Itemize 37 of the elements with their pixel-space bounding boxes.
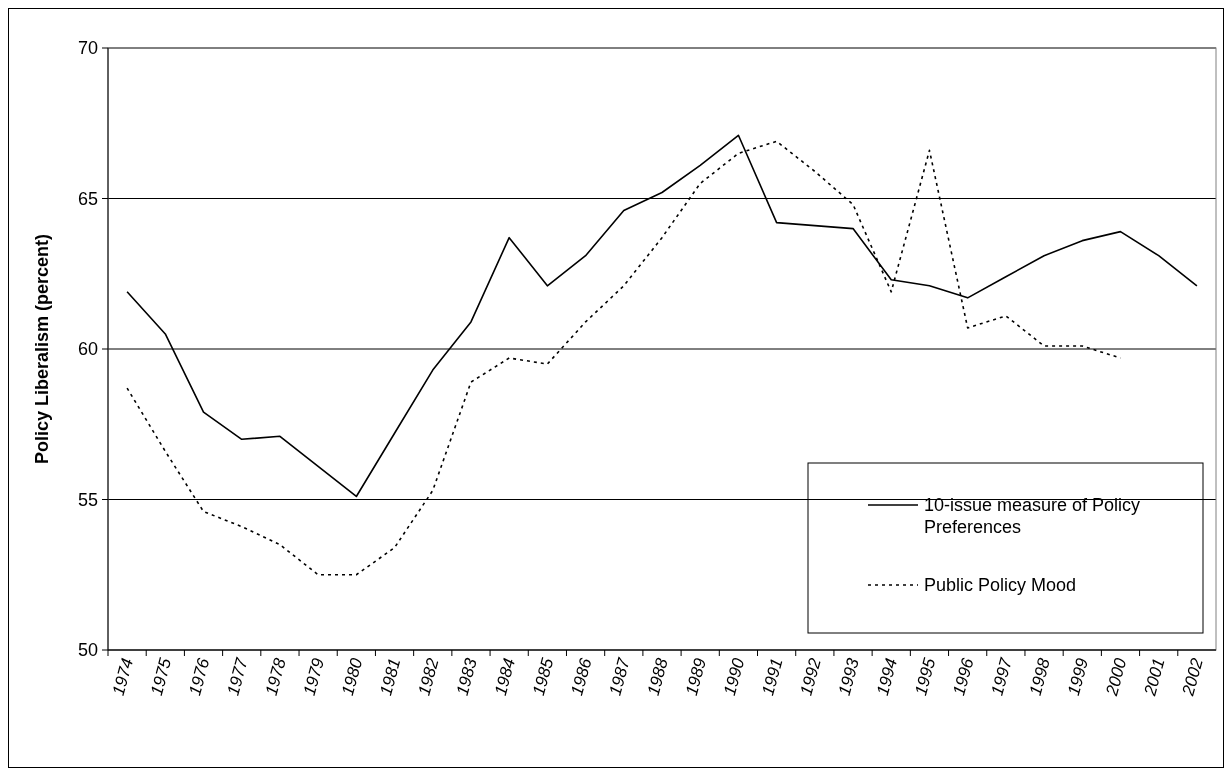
x-tick-label: 1980 [338, 655, 367, 698]
x-tick-label: 1989 [681, 655, 711, 698]
y-tick-label: 50 [77, 640, 98, 661]
x-tick-label: 1994 [872, 656, 902, 698]
x-tick-label: 1985 [529, 655, 558, 698]
x-tick-label: 1997 [987, 655, 1016, 698]
x-tick-label: 1999 [1064, 655, 1093, 698]
x-tick-label: 1987 [605, 655, 634, 698]
x-tick-label: 1986 [567, 655, 596, 698]
x-tick-label: 1998 [1025, 655, 1055, 698]
x-tick-label: 1979 [299, 655, 329, 698]
x-tick-label: 1982 [414, 655, 443, 698]
x-tick-label: 1976 [185, 655, 214, 698]
y-tick-label: 70 [77, 38, 98, 59]
x-tick-label: 1995 [911, 655, 940, 698]
x-tick-label: 1984 [490, 656, 520, 698]
x-tick-label: 1988 [643, 655, 672, 698]
x-tick-label: 1993 [834, 655, 864, 698]
y-tick-label: 65 [77, 188, 98, 209]
x-tick-label: 2000 [1101, 655, 1131, 699]
x-tick-label: 1981 [376, 656, 405, 698]
legend-label: Public Policy Mood [924, 575, 1077, 596]
x-tick-label: 1992 [796, 655, 825, 698]
y-tick-label: 55 [77, 489, 98, 510]
x-tick-label: 1983 [452, 655, 481, 698]
x-tick-label: 1996 [949, 655, 978, 698]
x-tick-label: 1991 [758, 656, 787, 698]
x-tick-label: 2001 [1140, 656, 1169, 699]
x-tick-label: 1977 [223, 655, 252, 698]
x-tick-label: 1975 [147, 655, 176, 698]
x-tick-label: 2002 [1178, 655, 1207, 699]
x-tick-label: 1990 [720, 655, 749, 698]
legend-label: 10-issue measure of Policy Preferences [924, 495, 1141, 537]
y-axis-title: Policy Liberalism (percent) [32, 233, 52, 465]
x-tick-label: 1978 [261, 655, 290, 698]
x-tick-label: 1974 [108, 656, 137, 698]
y-tick-label: 60 [77, 339, 98, 360]
